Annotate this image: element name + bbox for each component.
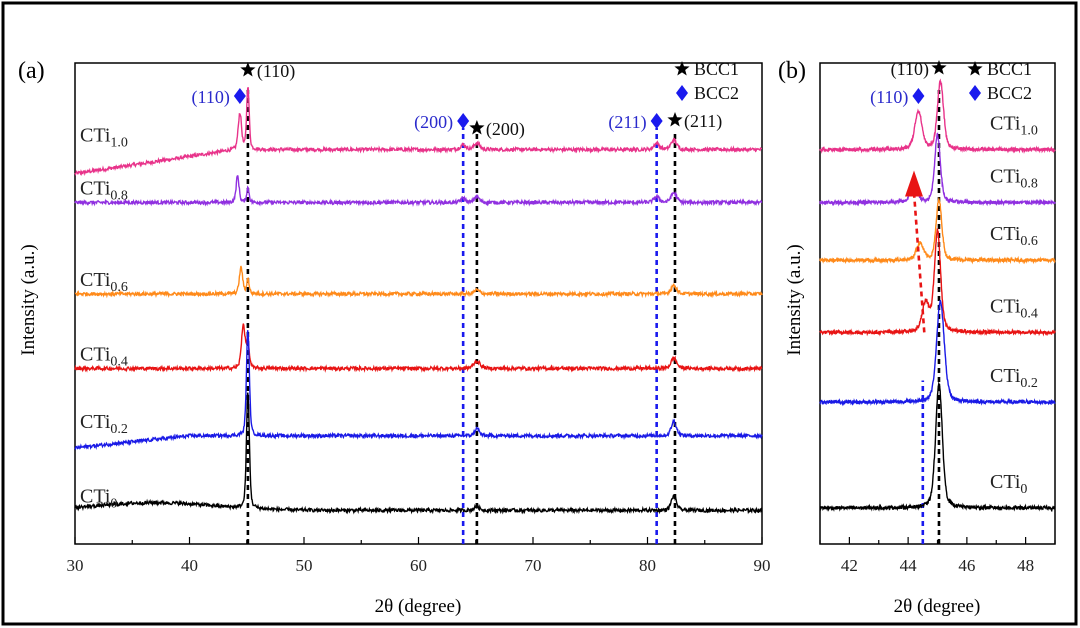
bcc1-star-marker: [931, 60, 947, 75]
peak-index-label: (110): [257, 61, 295, 82]
series-label: CTi0.8: [990, 165, 1038, 191]
series-label: CTi0.6: [990, 223, 1038, 249]
series-label: CTi0.4: [80, 343, 128, 369]
legend-label: BCC1: [694, 59, 739, 79]
x-tick-label: 70: [525, 556, 542, 575]
panel-a: (a) Intensity (a.u.) 2θ (degree) 30 40 50 6…: [18, 58, 771, 617]
legend-star-icon: [967, 61, 983, 76]
panel-a-label: (a): [18, 58, 45, 84]
peak-index-label: (211): [684, 111, 722, 132]
x-tick-label: 90: [754, 556, 771, 575]
x-tick-label: 48: [1017, 556, 1034, 575]
peak-index-label: (110): [891, 59, 929, 80]
bcc1-star-marker: [240, 62, 256, 77]
series-label-subscript: 0.8: [110, 188, 128, 203]
series-label-name: CTi: [80, 125, 111, 147]
series-label-subscript: 0: [1020, 482, 1027, 497]
series-label-subscript: 0: [110, 496, 117, 511]
peak-index-label: (110): [870, 87, 908, 108]
series-label-name: CTi: [990, 295, 1021, 317]
x-tick-label: 46: [958, 556, 975, 575]
bcc2-diamond-marker: [233, 88, 246, 104]
series-label-name: CTi: [990, 113, 1021, 135]
peak-index-label: (110): [192, 87, 230, 108]
series-label-name: CTi: [990, 165, 1021, 187]
series-line-cti-0-6: [74, 265, 763, 299]
series-label: CTi0.4: [990, 295, 1038, 321]
panel-b-x-axis-label: 2θ (degree): [894, 596, 981, 617]
x-tick-label: 80: [639, 556, 656, 575]
panel-b-label: (b): [778, 58, 806, 84]
bcc2-diamond-marker: [650, 113, 663, 129]
series-label-subscript: 0.8: [1020, 176, 1038, 191]
legend-label: BCC2: [694, 83, 739, 103]
bcc2-diamond-marker: [912, 88, 925, 104]
series-line-cti-0-8: [74, 175, 763, 207]
series-label: CTi0.6: [80, 269, 128, 295]
series-label-subscript: 0.4: [110, 354, 128, 369]
panel-a-x-axis-label: 2θ (degree): [375, 596, 462, 617]
panel-b-y-axis-label: Intensity (a.u.): [784, 244, 805, 355]
bcc2-diamond-marker: [457, 113, 470, 129]
series-label-subscript: 0.6: [110, 280, 128, 295]
series-label-subscript: 0.2: [110, 422, 128, 437]
series-label-name: CTi: [80, 485, 111, 507]
series-line-cti-0-2: [74, 330, 763, 451]
legend-label: BCC2: [987, 83, 1032, 103]
series-label-subscript: 0.2: [1020, 376, 1038, 391]
x-tick-label: 44: [900, 556, 918, 575]
series-line-cti-0: [819, 381, 1056, 513]
panel-a-y-axis-label: Intensity (a.u.): [18, 244, 39, 355]
legend-star-icon: [674, 61, 690, 76]
series-label: CTi1.0: [80, 125, 128, 151]
series-label: CTi0.8: [80, 177, 128, 203]
x-tick-label: 30: [67, 556, 84, 575]
series-line-cti-0-6: [819, 196, 1056, 265]
peak-index-label: (200): [486, 119, 525, 140]
series-label-name: CTi: [80, 269, 111, 291]
series-line-cti-0-2: [819, 299, 1056, 407]
x-tick-label: 40: [181, 556, 198, 575]
series-label-name: CTi: [990, 223, 1021, 245]
panel-b: (b) Intensity (a.u.) 2θ (degree) 42 44 46 4…: [778, 58, 1056, 617]
series-label-name: CTi: [80, 343, 111, 365]
series-line-cti-1-0: [819, 78, 1056, 154]
series-label: CTi0.2: [990, 365, 1038, 391]
x-tick-label: 50: [296, 556, 313, 575]
series-label-subscript: 0.6: [1020, 234, 1038, 249]
series-label-subscript: 0.4: [1020, 306, 1038, 321]
legend-diamond-icon: [676, 85, 688, 101]
x-tick-label: 60: [410, 556, 427, 575]
series-label-subscript: 1.0: [110, 136, 128, 151]
series-label-subscript: 1.0: [1020, 124, 1038, 139]
series-label-name: CTi: [80, 411, 111, 433]
peak-index-label: (200): [414, 112, 453, 133]
x-tick-label: 42: [841, 556, 858, 575]
series-label-name: CTi: [80, 177, 111, 199]
series-label: CTi0.2: [80, 411, 128, 437]
peak-shift-arrowhead: [905, 170, 923, 197]
series-label-name: CTi: [990, 365, 1021, 387]
legend-diamond-icon: [969, 85, 981, 101]
series-line-cti-0-8: [819, 132, 1056, 207]
series-label-name: CTi: [990, 471, 1021, 493]
series-label: CTi1.0: [990, 113, 1038, 139]
series-label: CTi0: [80, 485, 117, 511]
series-line-cti-0-4: [74, 323, 763, 373]
legend-label: BCC1: [987, 59, 1032, 79]
peak-index-label: (211): [608, 112, 646, 133]
series-label: CTi0: [990, 471, 1027, 497]
series-line-cti-0: [74, 392, 763, 515]
bcc1-star-marker: [667, 112, 683, 127]
series-line-cti-0-4: [819, 228, 1056, 337]
bcc1-star-marker: [469, 120, 485, 135]
series-line-cti-1-0: [74, 87, 762, 177]
